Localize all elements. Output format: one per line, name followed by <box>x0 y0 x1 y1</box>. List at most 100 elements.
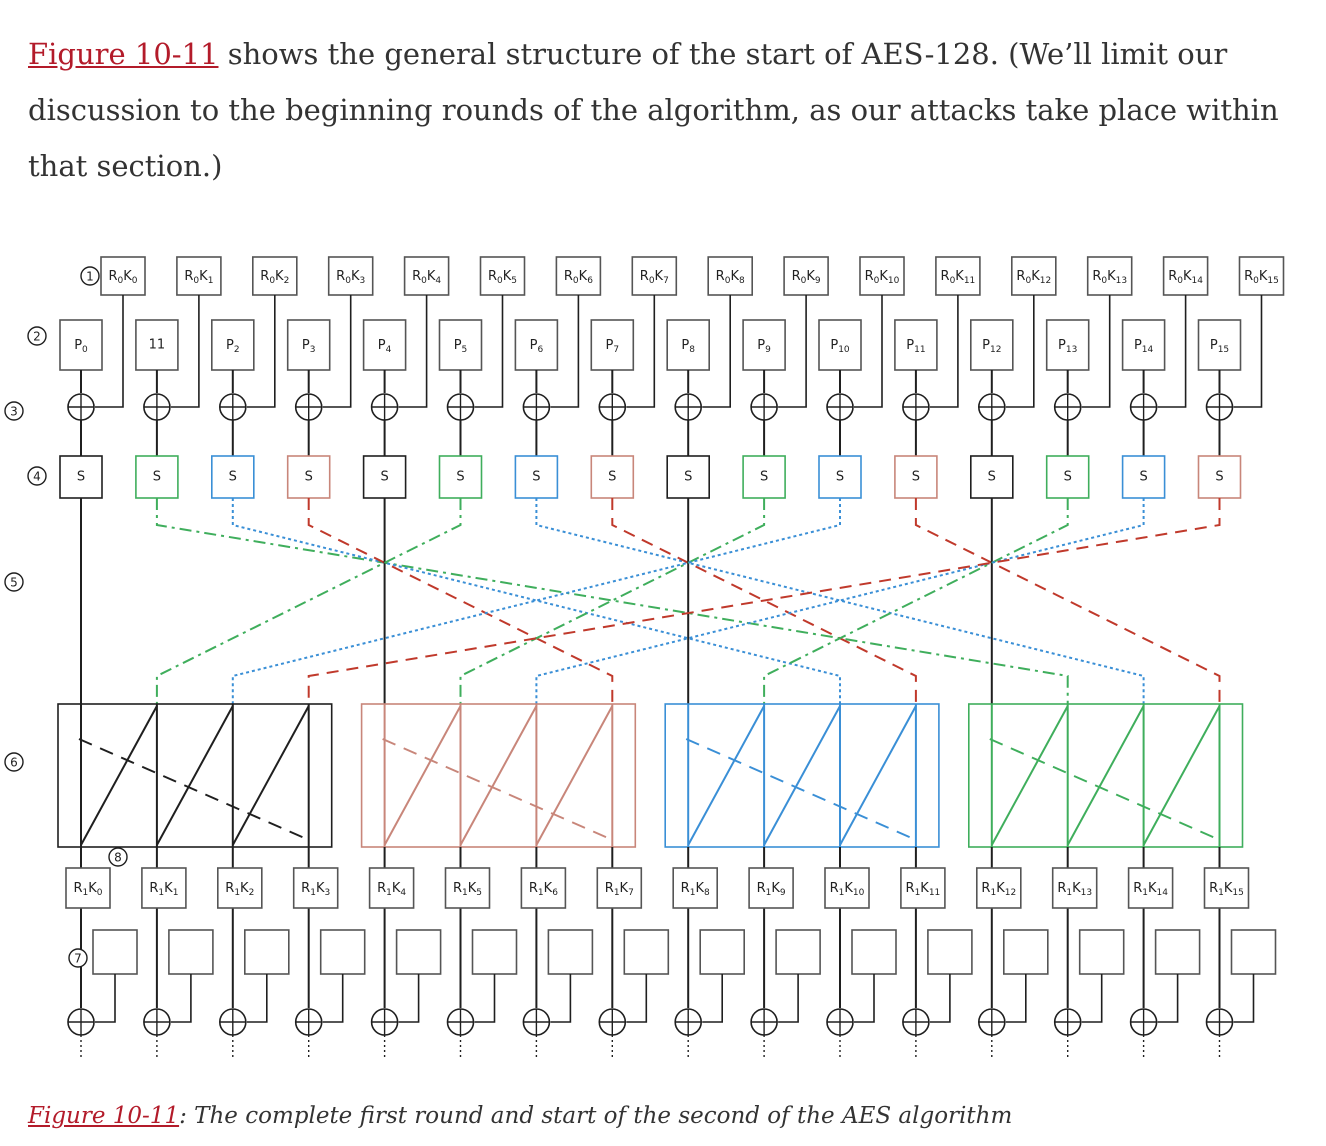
shift-wire-9-5 <box>459 498 766 704</box>
mix-diag-1-0 <box>383 705 462 846</box>
round1-key-box-14 <box>1127 867 1174 909</box>
step-marker-2-label: 2 <box>33 330 41 344</box>
sbox-label-3: S <box>305 470 313 485</box>
caption-figure-link[interactable]: Figure 10-11 <box>28 1103 180 1129</box>
plaintext-box-2 <box>211 319 255 371</box>
step-marker-5-label: 5 <box>10 576 18 590</box>
key-to-xor-11 <box>929 295 959 408</box>
round0-key-label-15: R0K15 <box>1244 269 1279 286</box>
step-marker-7-label: 7 <box>74 952 82 966</box>
round1-sbox-placeholder-3 <box>319 929 366 975</box>
mix-diag-1-1 <box>459 705 538 846</box>
round1-key-label-6: R1K6 <box>529 881 558 898</box>
shift-wire-7-11 <box>611 498 917 704</box>
step-marker-8-label: 8 <box>114 851 122 865</box>
sbox-label-1: S <box>153 470 161 485</box>
round1-sbox-placeholder-7 <box>623 929 670 975</box>
sbox-label-6: S <box>532 470 540 485</box>
plaintext-box-5 <box>438 319 483 371</box>
sbox-label-11: S <box>912 470 920 485</box>
round1-key-label-12: R1K12 <box>981 881 1016 898</box>
round1-sbox-placeholder-10 <box>851 929 897 975</box>
mix-diag-0-2 <box>231 705 310 846</box>
round1-sbox-placeholder-14 <box>1154 929 1201 975</box>
plaintext-label-12: P12 <box>982 338 1001 355</box>
mix-diag-3-0 <box>990 705 1069 846</box>
shift-wire-6-14 <box>535 498 1145 704</box>
sbox-label-15: S <box>1215 470 1223 485</box>
round1-sbox-placeholder-0 <box>92 929 138 975</box>
round1-sbox-placeholder-1 <box>168 929 214 975</box>
figure-link[interactable]: Figure 10-11 <box>28 37 219 71</box>
key-to-xor-0 <box>95 295 124 408</box>
mix-diag-3-2 <box>1142 705 1221 846</box>
round0-key-box-1 <box>176 256 222 296</box>
sbox-label-12: S <box>988 470 996 485</box>
round1-key-box-0 <box>65 867 111 909</box>
plaintext-box-15 <box>1197 319 1242 371</box>
mix-dashed-1 <box>382 738 611 840</box>
round1-key-label-13: R1K13 <box>1057 881 1092 898</box>
step-marker-3-label: 3 <box>10 405 18 419</box>
round0-key-box-8 <box>707 256 754 296</box>
key-to-xor-1 <box>170 295 200 408</box>
round0-key-label-13: R0K13 <box>1092 269 1127 286</box>
key-to-xor-13 <box>1081 295 1111 408</box>
round0-key-label-10: R0K10 <box>865 269 900 286</box>
mix-dashed-2 <box>685 738 915 840</box>
r1-key-to-xor-5 <box>474 974 496 1023</box>
round1-key-label-15: R1K15 <box>1209 881 1244 898</box>
sbox-2 <box>211 455 255 499</box>
round1-key-box-8 <box>672 867 719 909</box>
sbox-label-4: S <box>380 470 388 485</box>
shift-wire-15-3 <box>307 498 1221 704</box>
key-to-xor-7 <box>626 295 656 408</box>
sbox-label-10: S <box>836 470 844 485</box>
sbox-label-14: S <box>1139 470 1147 485</box>
round1-key-box-1 <box>141 867 187 909</box>
round1-key-label-0: R1K0 <box>73 881 102 898</box>
caption-text: : The complete first round and start of … <box>179 1103 1013 1129</box>
round1-key-label-8: R1K8 <box>681 881 710 898</box>
round1-key-box-4 <box>368 867 415 909</box>
round0-key-label-2: R0K2 <box>260 269 289 286</box>
mix-dashed-0 <box>78 738 308 840</box>
plaintext-box-6 <box>514 319 559 371</box>
round1-sbox-placeholder-6 <box>547 929 594 975</box>
shift-wire-1-13 <box>155 498 1069 704</box>
round1-sbox-placeholder-11 <box>927 929 973 975</box>
round1-sbox-placeholder-9 <box>775 929 821 975</box>
round0-key-label-14: R0K14 <box>1168 269 1203 286</box>
round0-key-label-1: R0K1 <box>184 269 213 286</box>
shift-wire-13-9 <box>763 498 1069 704</box>
round1-key-label-3: R1K3 <box>301 881 330 898</box>
figure-caption: Figure 10-11: The complete first round a… <box>28 1103 1012 1129</box>
mix-diag-2-1 <box>763 705 841 846</box>
step-marker-1 <box>80 266 100 286</box>
sbox-label-8: S <box>684 470 692 485</box>
shift-wire-14-6 <box>535 498 1145 704</box>
sbox-3 <box>286 455 331 499</box>
plaintext-label-8: P8 <box>681 338 695 355</box>
r1-key-to-xor-2 <box>246 974 268 1023</box>
round1-key-label-10: R1K10 <box>830 881 865 898</box>
key-to-xor-5 <box>474 295 504 408</box>
round0-key-label-0: R0K0 <box>108 269 137 286</box>
mix-diag-0-0 <box>80 705 158 846</box>
key-to-xor-14 <box>1157 295 1187 408</box>
r1-key-to-xor-7 <box>626 974 648 1023</box>
r1-key-to-xor-9 <box>778 974 799 1023</box>
key-to-xor-6 <box>550 295 580 408</box>
shift-wire-2-10 <box>231 498 841 704</box>
mix-diag-3-1 <box>1066 705 1145 846</box>
sbox-5 <box>438 455 483 499</box>
plaintext-box-9 <box>742 319 786 371</box>
round0-key-box-10 <box>859 256 905 296</box>
round1-key-label-11: R1K11 <box>906 881 941 898</box>
r1-key-to-xor-13 <box>1081 974 1103 1023</box>
r1-key-to-xor-0 <box>95 974 116 1023</box>
round0-key-box-5 <box>479 256 526 296</box>
round1-sbox-placeholder-8 <box>699 929 746 975</box>
round0-key-box-4 <box>403 256 450 296</box>
plaintext-label-4: P4 <box>378 338 392 355</box>
